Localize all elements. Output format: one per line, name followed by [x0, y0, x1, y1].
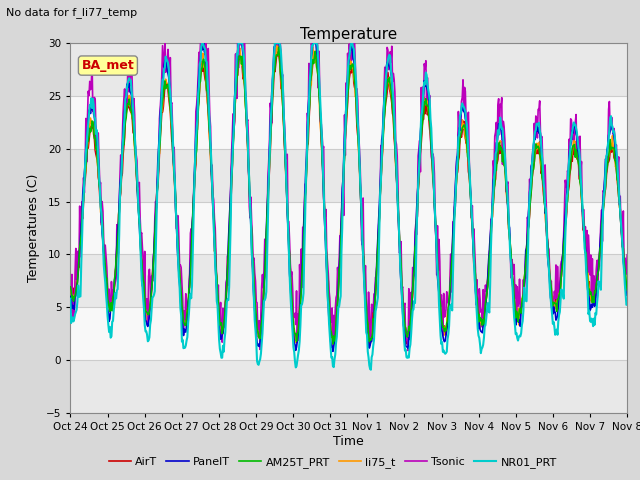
Bar [70, 202, 627, 254]
Y-axis label: Temperatures (C): Temperatures (C) [28, 174, 40, 282]
Bar [70, 254, 627, 307]
Bar [70, 360, 627, 413]
Bar [70, 307, 627, 360]
Text: No data for f_li77_temp: No data for f_li77_temp [6, 7, 138, 18]
X-axis label: Time: Time [333, 434, 364, 448]
Text: BA_met: BA_met [81, 59, 134, 72]
Bar [70, 43, 627, 96]
Bar [70, 149, 627, 202]
Bar [70, 96, 627, 149]
Legend: AirT, PanelT, AM25T_PRT, li75_t, Tsonic, NR01_PRT: AirT, PanelT, AM25T_PRT, li75_t, Tsonic,… [104, 452, 561, 472]
Title: Temperature: Temperature [300, 27, 397, 42]
